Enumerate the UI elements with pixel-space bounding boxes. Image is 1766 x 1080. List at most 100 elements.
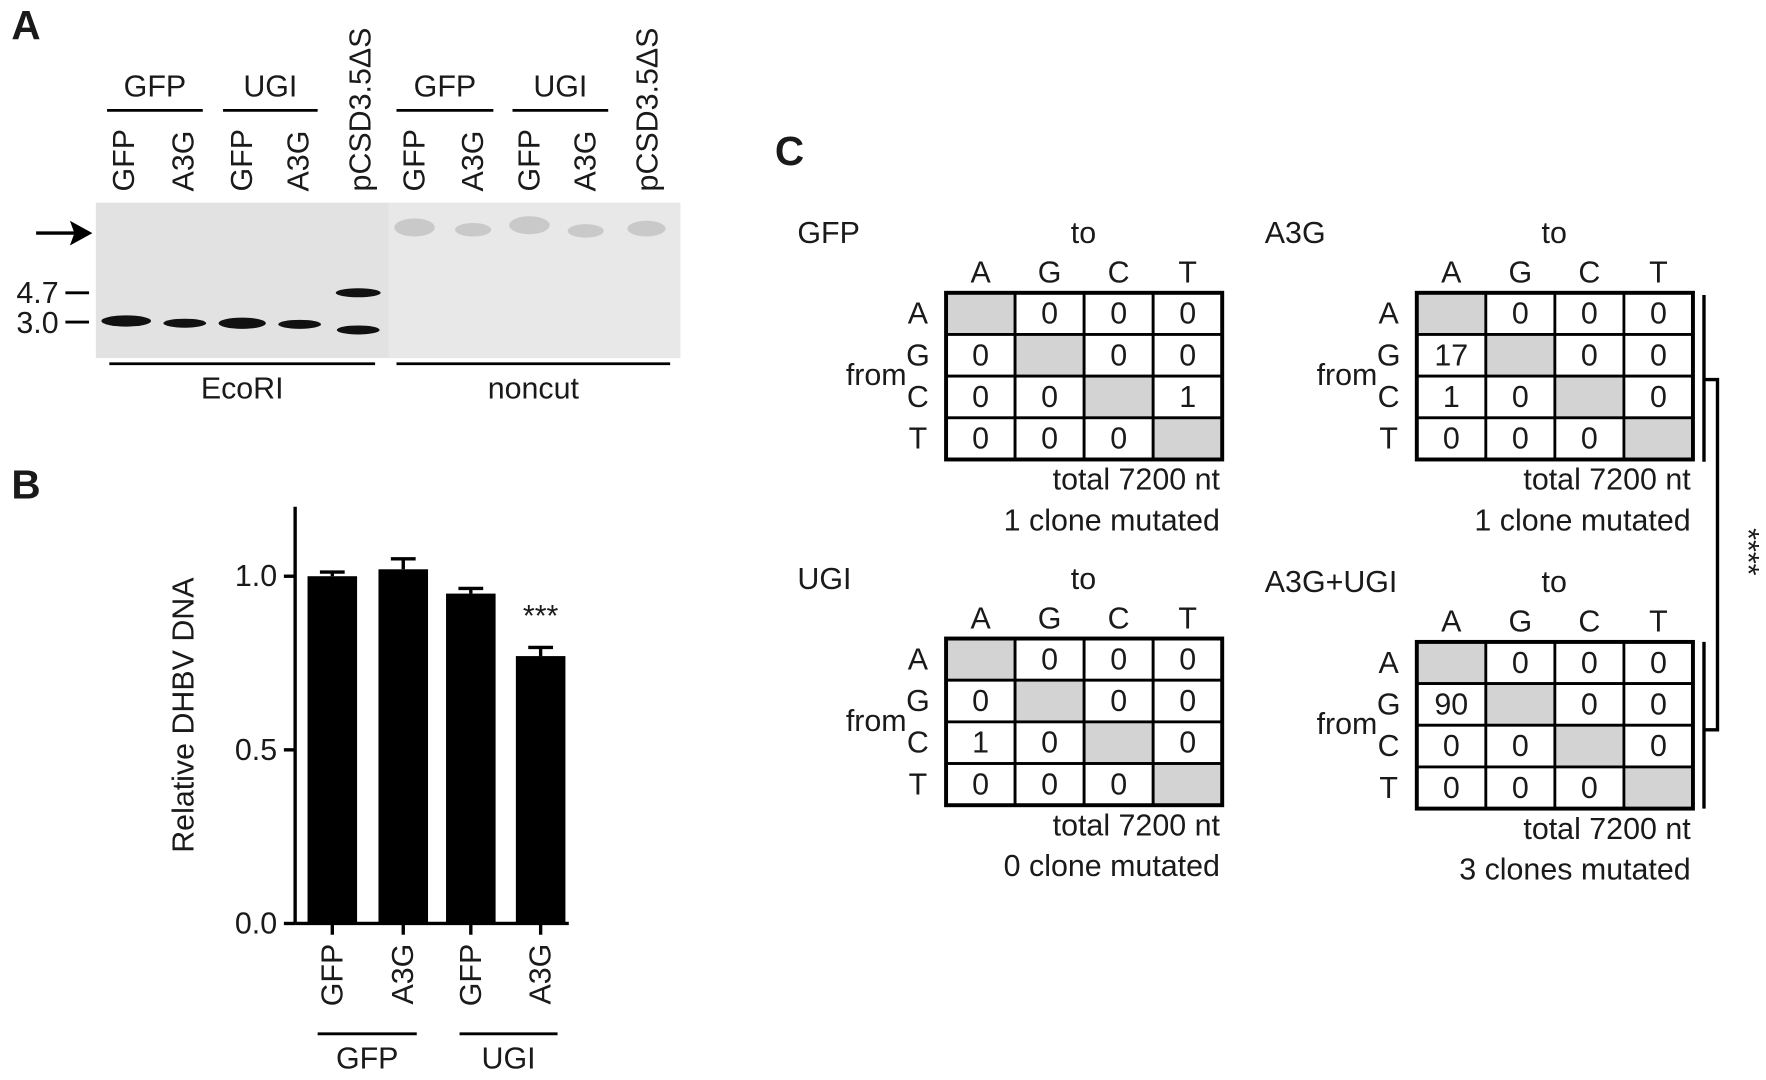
group-label: UGI xyxy=(243,70,297,104)
cell xyxy=(1622,333,1695,378)
cell-value: 0 xyxy=(1110,422,1127,456)
cell-value: 0 xyxy=(1179,642,1196,676)
y-axis-label: Relative DHBV DNA xyxy=(167,577,201,853)
cell-value: 0 xyxy=(972,684,989,718)
cell-value: 0 xyxy=(1650,729,1667,763)
cell-value: 0 xyxy=(972,767,989,801)
row-label: G xyxy=(1377,338,1401,372)
row-label: T xyxy=(909,767,928,801)
cell-value: 0 xyxy=(1041,422,1058,456)
lane-label: pCSD3.5ΔS xyxy=(343,28,377,192)
arrow xyxy=(36,220,93,246)
cell xyxy=(1622,765,1695,810)
to-label: to xyxy=(1542,216,1567,250)
cell-value: 0 xyxy=(972,380,989,414)
bar xyxy=(378,569,429,924)
size-marker: 4.7 xyxy=(16,276,58,310)
x-tick-label: A3G xyxy=(524,944,558,1005)
cell-value: 1 xyxy=(972,726,989,760)
column-label: A xyxy=(1441,605,1462,639)
marker-ticks xyxy=(65,291,90,324)
bar xyxy=(515,656,566,924)
cell-value: 0 xyxy=(1443,729,1460,763)
lane-label: A3G xyxy=(569,131,603,192)
row-label: C xyxy=(907,380,929,414)
column-label: A xyxy=(970,256,991,290)
x-tick-label: GFP xyxy=(315,944,349,1006)
table-title: GFP xyxy=(797,216,859,250)
row-label: G xyxy=(906,338,930,372)
cell xyxy=(944,291,1017,336)
x-tick-label: GFP xyxy=(454,944,488,1006)
row-label: C xyxy=(907,726,929,760)
cell xyxy=(944,637,1017,682)
column-label: G xyxy=(1509,605,1533,639)
cell-value: 0 xyxy=(1041,380,1058,414)
cell-value: 0 xyxy=(1512,380,1529,414)
cell-value: 0 xyxy=(1443,422,1460,456)
panel-label: B xyxy=(11,461,40,507)
lane-label: GFP xyxy=(512,129,546,191)
column-label: A xyxy=(1441,256,1462,290)
cell-value: 0 xyxy=(1581,771,1598,805)
cell-value: 0 xyxy=(972,338,989,372)
cell-value: 0 xyxy=(1581,646,1598,680)
cell-value: 17 xyxy=(1434,338,1468,372)
cell-value: 0 xyxy=(1041,726,1058,760)
bar xyxy=(307,576,358,924)
cell-value: 0 xyxy=(1581,422,1598,456)
to-label: to xyxy=(1071,216,1096,250)
group-label: GFP xyxy=(124,70,186,104)
lane-label: GFP xyxy=(107,129,141,191)
bar xyxy=(446,593,496,924)
gel-smears xyxy=(394,216,666,238)
error-bar xyxy=(390,557,416,570)
cell xyxy=(944,333,1017,378)
total-label: total 7200 nt xyxy=(1523,463,1691,497)
cell-value: 0 xyxy=(1110,338,1127,372)
row-label: T xyxy=(1379,771,1398,805)
cell xyxy=(1151,762,1224,807)
total-label: total 7200 nt xyxy=(1523,812,1691,846)
row-label: C xyxy=(1378,729,1400,763)
cell xyxy=(1082,416,1155,461)
cell xyxy=(1013,678,1086,724)
row-label: G xyxy=(906,684,930,718)
group-label: GFP xyxy=(414,70,476,104)
table-border xyxy=(944,290,1225,462)
panel-label: C xyxy=(775,128,804,174)
cell-value: 0 xyxy=(1512,297,1529,331)
cell xyxy=(1013,333,1086,378)
cell xyxy=(1082,720,1155,765)
cell xyxy=(1151,416,1224,461)
cell xyxy=(1484,333,1557,378)
cell xyxy=(1415,640,1488,685)
cell xyxy=(1415,682,1488,727)
table-border xyxy=(1414,639,1695,811)
column-label: T xyxy=(1649,605,1668,639)
column-label: G xyxy=(1038,256,1062,290)
cell-value: 0 xyxy=(1581,297,1598,331)
column-label: T xyxy=(1178,256,1197,290)
cell-value: 0 xyxy=(972,422,989,456)
column-label: C xyxy=(1578,605,1600,639)
clones-label: 3 clones mutated xyxy=(1459,852,1690,886)
cell-value: 0 xyxy=(1110,684,1127,718)
y-tick-label: 0.0 xyxy=(235,906,277,940)
bracket-connector xyxy=(1703,377,1720,732)
total-label: total 7200 nt xyxy=(1053,808,1221,842)
cell-value: 0 xyxy=(1179,684,1196,718)
to-label: to xyxy=(1071,562,1096,596)
cell-value: 0 xyxy=(1179,338,1196,372)
cell xyxy=(1553,374,1626,420)
cell-value: 0 xyxy=(1581,687,1598,721)
column-label: A xyxy=(970,601,991,635)
cell-value: 0 xyxy=(1179,297,1196,331)
cell-value: 0 xyxy=(1110,642,1127,676)
cell-value: 0 xyxy=(1512,771,1529,805)
cell xyxy=(1082,374,1155,420)
from-label: from xyxy=(846,704,907,738)
cell-value: 0 xyxy=(1110,767,1127,801)
